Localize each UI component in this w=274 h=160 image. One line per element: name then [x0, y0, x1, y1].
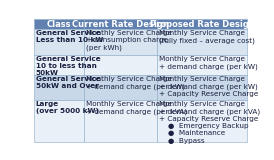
- Bar: [34, 100, 84, 142]
- Bar: [34, 29, 84, 55]
- Bar: [34, 55, 84, 75]
- Text: Monthly Service Charge
+ consumption charge
(per kWh): Monthly Service Charge + consumption cha…: [86, 30, 172, 51]
- Text: Proposed Rate Design: Proposed Rate Design: [150, 20, 255, 29]
- Bar: [84, 19, 157, 29]
- Text: Monthly Service Charge
(fully fixed – average cost): Monthly Service Charge (fully fixed – av…: [159, 30, 255, 44]
- Text: General Service
10 to less than
50kW: General Service 10 to less than 50kW: [36, 56, 100, 76]
- Text: Monthly Service Charge
+ demand charge (per kW)
+ Capacity Reserve Charge: Monthly Service Charge + demand charge (…: [159, 76, 258, 97]
- Bar: [157, 55, 247, 75]
- Bar: [157, 19, 247, 29]
- Bar: [157, 75, 247, 100]
- Text: General Service
50kW and Over: General Service 50kW and Over: [36, 76, 100, 89]
- Bar: [34, 75, 84, 100]
- Bar: [84, 100, 157, 142]
- Bar: [34, 19, 84, 29]
- Text: General Service
Less than 10 kW: General Service Less than 10 kW: [36, 30, 103, 43]
- Bar: [157, 29, 247, 55]
- Text: Class: Class: [47, 20, 72, 29]
- Bar: [84, 55, 157, 75]
- Text: Large
(over 5000 kW): Large (over 5000 kW): [36, 101, 99, 114]
- Bar: [157, 100, 247, 142]
- Text: Monthly Service Charge
+ demand charge (per kVA): Monthly Service Charge + demand charge (…: [86, 101, 187, 115]
- Text: Monthly Service Charge
+ demand charge (per kW): Monthly Service Charge + demand charge (…: [86, 76, 184, 90]
- Text: Monthly Service Charge
+ demand charge (per kW): Monthly Service Charge + demand charge (…: [159, 56, 258, 70]
- Text: Current Rate Design: Current Rate Design: [72, 20, 169, 29]
- Bar: [84, 75, 157, 100]
- Bar: [84, 29, 157, 55]
- Text: Monthly Service Charge
+ demand charge (per kVA)
+ Capacity Reserve Charge
    ●: Monthly Service Charge + demand charge (…: [159, 101, 260, 144]
